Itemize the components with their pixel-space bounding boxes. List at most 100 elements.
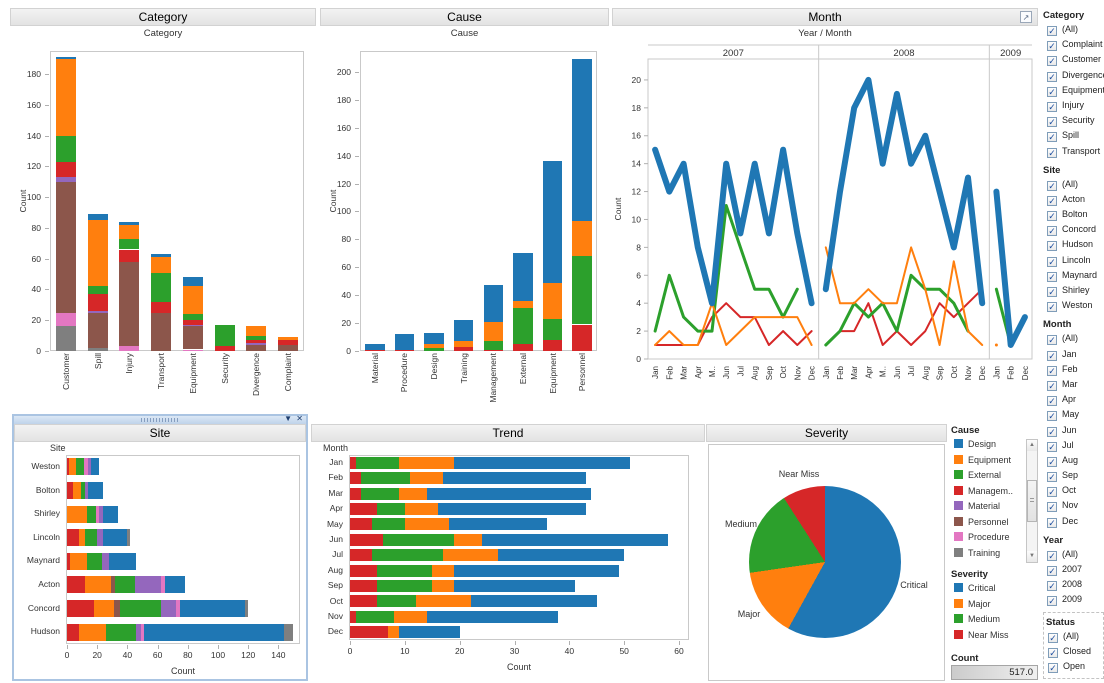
bar-segment-management[interactable] — [87, 294, 108, 311]
bar-segment-blue[interactable] — [103, 505, 119, 523]
filter-item-all[interactable]: ✓ (All) — [1043, 22, 1104, 37]
bar-segment-design[interactable] — [55, 57, 76, 59]
legend-item-design[interactable]: Design — [951, 437, 1040, 453]
bar-segment-external[interactable] — [151, 272, 172, 302]
bar-segment-orange[interactable] — [399, 456, 455, 469]
scrollbar-thumb[interactable] — [1027, 480, 1037, 522]
checkbox-checked-icon[interactable]: ✓ — [1047, 86, 1057, 97]
filter-item-dec[interactable]: ✓ Dec — [1043, 514, 1104, 529]
series-line-critical[interactable] — [993, 188, 1028, 348]
bar-segment-orange[interactable] — [432, 564, 455, 577]
filter-item-jan[interactable]: ✓ Jan — [1043, 347, 1104, 362]
bar-segment-near-miss[interactable] — [394, 349, 415, 351]
checkbox-checked-icon[interactable]: ✓ — [1048, 647, 1058, 658]
filter-item-divergence[interactable]: ✓ Divergence — [1043, 68, 1104, 83]
bar-segment-blue[interactable] — [437, 502, 586, 515]
checkbox-checked-icon[interactable]: ✓ — [1047, 411, 1057, 422]
series-line-critical[interactable] — [652, 146, 815, 307]
bar-segment-green[interactable] — [377, 502, 405, 515]
bar-segment-near-miss[interactable] — [572, 324, 592, 351]
bar-segment-management[interactable] — [119, 249, 140, 262]
checkbox-checked-icon[interactable]: ✓ — [1047, 550, 1057, 561]
export-icon[interactable]: ↗ — [1020, 11, 1032, 23]
bar-segment-red[interactable] — [350, 518, 372, 531]
bar-segment-purple[interactable] — [134, 576, 161, 594]
bar-segment-blue[interactable] — [448, 518, 548, 531]
bar-segment-red[interactable] — [350, 472, 361, 485]
bar-segment-orange[interactable] — [79, 529, 86, 547]
bar-segment-management[interactable] — [151, 301, 172, 313]
filter-item-complaint[interactable]: ✓ Complaint — [1043, 37, 1104, 52]
bar-segment-personnel[interactable] — [182, 326, 203, 350]
filter-item-open[interactable]: ✓ Open — [1044, 659, 1103, 674]
bar-segment-blue[interactable] — [470, 595, 597, 608]
bar-segment-orange[interactable] — [454, 533, 482, 546]
legend-item-personnel[interactable]: Personnel — [951, 515, 1040, 531]
bar-segment-green[interactable] — [85, 529, 98, 547]
bar-segment-blue[interactable] — [399, 626, 460, 639]
pie-graphic[interactable] — [749, 486, 901, 638]
bar-segment-purple[interactable] — [101, 552, 110, 570]
checkbox-checked-icon[interactable]: ✓ — [1047, 472, 1057, 483]
bar-segment-orange[interactable] — [79, 623, 107, 641]
bar-segment-green[interactable] — [355, 610, 394, 623]
filter-item-weston[interactable]: ✓ Weston — [1043, 298, 1104, 313]
filter-item-2007[interactable]: ✓ 2007 — [1043, 562, 1104, 577]
bar-segment-personnel[interactable] — [278, 344, 299, 351]
bar-segment-green[interactable] — [106, 623, 137, 641]
bar-segment-critical[interactable] — [572, 59, 592, 222]
filter-item-shirley[interactable]: ✓ Shirley — [1043, 283, 1104, 298]
filter-item-lincoln[interactable]: ✓ Lincoln — [1043, 253, 1104, 268]
bar-segment-equipment[interactable] — [151, 257, 172, 273]
checkbox-checked-icon[interactable]: ✓ — [1047, 226, 1057, 237]
bar-segment-green[interactable] — [377, 579, 433, 592]
filter-item-jul[interactable]: ✓ Jul — [1043, 438, 1104, 453]
bar-segment-blue[interactable] — [88, 481, 104, 499]
checkbox-checked-icon[interactable]: ✓ — [1047, 211, 1057, 222]
checkbox-checked-icon[interactable]: ✓ — [1047, 132, 1057, 143]
legend-item-critical[interactable]: Critical — [951, 581, 1040, 597]
bar-segment-orange[interactable] — [410, 472, 444, 485]
filter-item-aug[interactable]: ✓ Aug — [1043, 453, 1104, 468]
scroll-down-icon[interactable]: ▼ — [1027, 551, 1037, 562]
bar-segment-major[interactable] — [453, 341, 474, 347]
checkbox-checked-icon[interactable]: ✓ — [1047, 147, 1057, 158]
checkbox-checked-icon[interactable]: ✓ — [1047, 396, 1057, 407]
bar-segment-personnel[interactable] — [151, 312, 172, 351]
bar-segment-management[interactable] — [55, 161, 76, 178]
checkbox-checked-icon[interactable]: ✓ — [1047, 426, 1057, 437]
filter-item-sep[interactable]: ✓ Sep — [1043, 468, 1104, 483]
bar-segment-red[interactable] — [350, 564, 378, 577]
series-line-major[interactable] — [654, 302, 813, 346]
bar-segment-personnel[interactable] — [87, 312, 108, 348]
bar-segment-equipment[interactable] — [55, 58, 76, 136]
bar-segment-green[interactable] — [377, 595, 416, 608]
bar-segment-purple[interactable] — [85, 481, 89, 499]
bar-segment-near-miss[interactable] — [542, 339, 563, 351]
legend-item-managem[interactable]: Managem.. — [951, 484, 1040, 500]
filter-item-maynard[interactable]: ✓ Maynard — [1043, 268, 1104, 283]
bar-segment-orange[interactable] — [67, 505, 87, 523]
checkbox-checked-icon[interactable]: ✓ — [1047, 441, 1057, 452]
filter-item-acton[interactable]: ✓ Acton — [1043, 192, 1104, 207]
bar-segment-orange[interactable] — [393, 610, 427, 623]
bar-segment-red[interactable] — [67, 576, 86, 594]
filter-item-transport[interactable]: ✓ Transport — [1043, 144, 1104, 159]
bar-segment-major[interactable] — [483, 321, 504, 342]
filter-item-spill[interactable]: ✓ Spill — [1043, 128, 1104, 143]
bar-segment-blue[interactable] — [443, 472, 586, 485]
bar-segment-green[interactable] — [361, 472, 411, 485]
checkbox-checked-icon[interactable]: ✓ — [1047, 596, 1057, 607]
drag-grip-icon[interactable] — [141, 418, 179, 422]
bar-segment-near-miss[interactable] — [483, 349, 504, 351]
filter-item-security[interactable]: ✓ Security — [1043, 113, 1104, 128]
series-line-major[interactable] — [824, 246, 984, 346]
filter-item-2009[interactable]: ✓ 2009 — [1043, 592, 1104, 607]
site-window-titlebar[interactable]: ▼ ✕ — [14, 414, 306, 424]
scroll-up-icon[interactable]: ▲ — [1027, 440, 1037, 451]
checkbox-checked-icon[interactable]: ✓ — [1047, 350, 1057, 361]
bar-segment-external[interactable] — [119, 238, 140, 250]
bar-segment-purple[interactable] — [160, 599, 176, 617]
bar-segment-red[interactable] — [350, 579, 378, 592]
bar-segment-medium[interactable] — [513, 307, 533, 344]
